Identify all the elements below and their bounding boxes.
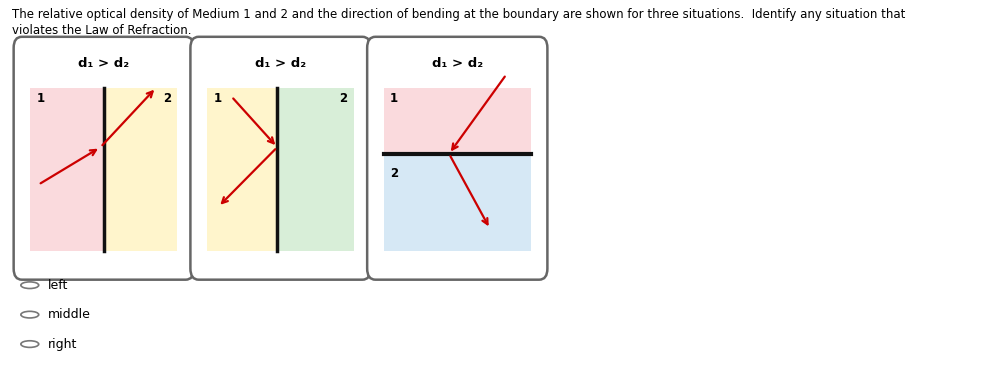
- Bar: [383, 88, 531, 154]
- Text: 1: 1: [213, 92, 221, 105]
- Bar: [383, 154, 531, 251]
- Text: 1: 1: [37, 92, 45, 105]
- Text: d₁ > d₂: d₁ > d₂: [255, 57, 306, 70]
- Text: d₁ > d₂: d₁ > d₂: [432, 57, 483, 70]
- Text: right: right: [48, 337, 77, 351]
- FancyBboxPatch shape: [367, 37, 547, 280]
- Bar: [104, 88, 178, 251]
- Text: left: left: [48, 279, 69, 292]
- Text: d₁ > d₂: d₁ > d₂: [78, 57, 129, 70]
- Bar: [277, 88, 355, 251]
- Text: violates the Law of Refraction.: violates the Law of Refraction.: [12, 24, 192, 37]
- FancyBboxPatch shape: [14, 37, 194, 280]
- Bar: [207, 88, 277, 251]
- Text: 2: 2: [390, 167, 398, 180]
- Text: middle: middle: [48, 308, 90, 321]
- Bar: [30, 88, 103, 251]
- Text: 2: 2: [163, 92, 171, 105]
- Text: 1: 1: [390, 92, 398, 105]
- Text: The relative optical density of Medium 1 and 2 and the direction of bending at t: The relative optical density of Medium 1…: [12, 8, 906, 21]
- FancyBboxPatch shape: [191, 37, 370, 280]
- Text: 2: 2: [340, 92, 348, 105]
